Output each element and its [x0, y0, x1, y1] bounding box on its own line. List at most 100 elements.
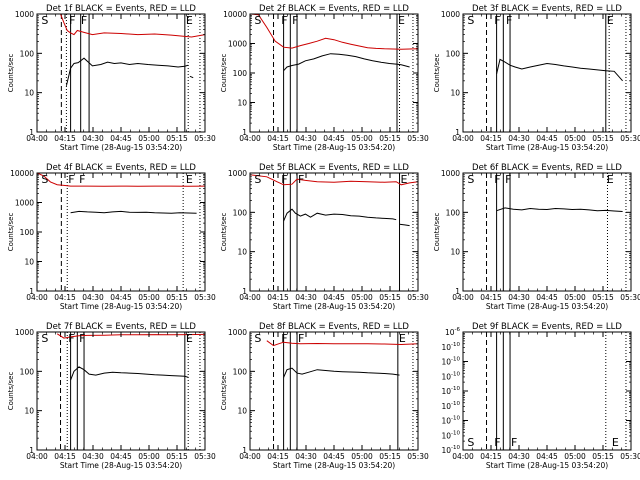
x-tick-label: 05:30	[194, 293, 216, 302]
x-axis-label: Start Time (28-Aug-15 03:54:20)	[486, 143, 608, 152]
y-axis-label: Counts/sec	[7, 372, 15, 411]
x-tick-label: 04:45	[536, 452, 558, 461]
y-tick-label: 1	[29, 128, 34, 137]
phase-marker-label: F	[505, 173, 511, 186]
series-group	[56, 333, 205, 381]
x-tick-label: 05:30	[194, 452, 216, 461]
x-tick-label: 04:45	[323, 452, 345, 461]
x-tick-label: 04:15	[267, 293, 289, 302]
phase-marker-label: E	[186, 14, 193, 27]
x-tick-label: 04:30	[508, 452, 530, 461]
series-line	[65, 57, 189, 86]
y-tick-label: 100	[446, 49, 461, 58]
y-tick-label: 10-10	[441, 386, 460, 396]
x-tick-label: 04:00	[239, 293, 261, 302]
phase-marker-label: F	[298, 173, 304, 186]
y-tick-label: 1	[29, 446, 34, 455]
phase-marker-label: F	[298, 332, 304, 345]
y-tick-label: 1000	[15, 328, 34, 337]
phase-marker-label: E	[607, 173, 614, 186]
phase-marker-label: E	[607, 14, 614, 27]
panel-title: Det 5f BLACK = Events, RED = LLD	[259, 163, 409, 173]
x-tick-label: 05:15	[592, 134, 614, 143]
y-axis-label: Counts/sec	[7, 213, 15, 252]
phase-marker-label: S	[467, 14, 474, 27]
phase-marker-label: E	[398, 14, 405, 27]
y-tick-label: 10000	[223, 10, 247, 19]
y-tick-label: 1	[242, 128, 247, 137]
x-tick-label: 04:00	[452, 293, 474, 302]
series-line	[399, 223, 410, 227]
y-tick-exponent: -10	[451, 430, 460, 436]
series-group	[266, 340, 418, 378]
y-tick-label: 1000	[441, 10, 460, 19]
y-tick-label: 10-10	[441, 445, 460, 455]
series-group	[496, 207, 623, 212]
panel-title: Det 9f BLACK = Events, RED = LLD	[472, 322, 622, 332]
x-tick-label: 04:45	[110, 134, 132, 143]
phase-marker-label: F	[81, 14, 87, 27]
x-tick-label: 05:00	[351, 452, 373, 461]
phase-marker-label: S	[467, 436, 474, 449]
series-line	[60, 14, 205, 38]
y-tick-label: 10	[237, 407, 247, 416]
x-tick-label: 05:30	[194, 134, 216, 143]
panel-title: Det 1f BLACK = Events, RED = LLD	[46, 4, 196, 14]
detector-panel: Det 9f BLACK = Events, RED = LLD Start Ti…	[441, 322, 640, 470]
y-tick-label: 100	[233, 69, 248, 78]
phase-marker-label: F	[281, 14, 287, 27]
detector-panels: Det 1f BLACK = Events, RED = LLD Counts/s…	[7, 4, 640, 470]
y-tick-exponent: -10	[451, 445, 460, 451]
x-tick-label: 05:30	[620, 293, 640, 302]
phase-marker-label: F	[281, 332, 287, 345]
x-tick-label: 05:00	[351, 293, 373, 302]
x-tick-label: 04:45	[536, 293, 558, 302]
x-axis-label: Start Time (28-Aug-15 03:54:20)	[273, 143, 395, 152]
x-tick-label: 04:30	[295, 452, 317, 461]
panel-title: Det 3f BLACK = Events, RED = LLD	[472, 4, 622, 14]
x-tick-label: 05:15	[379, 293, 401, 302]
detector-panel: Det 4f BLACK = Events, RED = LLD Counts/s…	[7, 163, 216, 311]
x-tick-label: 05:15	[166, 452, 188, 461]
x-tick-label: 05:00	[564, 452, 586, 461]
phase-marker-label: F	[494, 14, 500, 27]
x-tick-label: 05:15	[379, 452, 401, 461]
y-axis-label: Counts/sec	[220, 213, 228, 252]
panel-title: Det 4f BLACK = Events, RED = LLD	[46, 163, 196, 173]
series-line	[283, 208, 397, 222]
x-tick-label: 05:15	[379, 134, 401, 143]
x-tick-label: 05:30	[407, 134, 429, 143]
y-tick-label: 10-10	[441, 371, 460, 381]
series-group	[496, 58, 623, 82]
series-line	[70, 366, 189, 381]
phase-marker-label: S	[254, 332, 261, 345]
y-tick-label: 100	[20, 49, 35, 58]
phase-marker-label: F	[494, 173, 500, 186]
y-tick-label: 1	[242, 287, 247, 296]
y-axis-label: Counts/sec	[7, 54, 15, 93]
detector-panel: Det 6f BLACK = Events, RED = LLD Counts/s…	[433, 163, 640, 311]
phase-marker-label: F	[68, 173, 74, 186]
phase-marker-label: F	[494, 436, 500, 449]
series-group	[60, 14, 205, 86]
y-tick-label: 1	[455, 128, 460, 137]
x-tick-label: 05:00	[138, 293, 160, 302]
phase-marker-label: F	[79, 332, 85, 345]
x-axis-label: Start Time (28-Aug-15 03:54:20)	[273, 302, 395, 311]
phase-marker-label: S	[254, 14, 261, 27]
series-line	[283, 53, 410, 72]
y-tick-label: 1000	[228, 169, 247, 178]
x-tick-label: 05:00	[138, 134, 160, 143]
y-tick-label: 10	[24, 89, 34, 98]
series-line	[283, 367, 400, 378]
panel-title: Det 7f BLACK = Events, RED = LLD	[46, 322, 196, 332]
x-tick-label: 04:00	[26, 452, 48, 461]
series-line	[37, 173, 205, 187]
x-tick-label: 05:30	[407, 452, 429, 461]
x-tick-label: 04:00	[26, 134, 48, 143]
x-tick-label: 04:30	[295, 134, 317, 143]
phase-marker-label: E	[399, 332, 406, 345]
x-tick-label: 04:15	[54, 293, 76, 302]
x-tick-label: 04:30	[82, 452, 104, 461]
